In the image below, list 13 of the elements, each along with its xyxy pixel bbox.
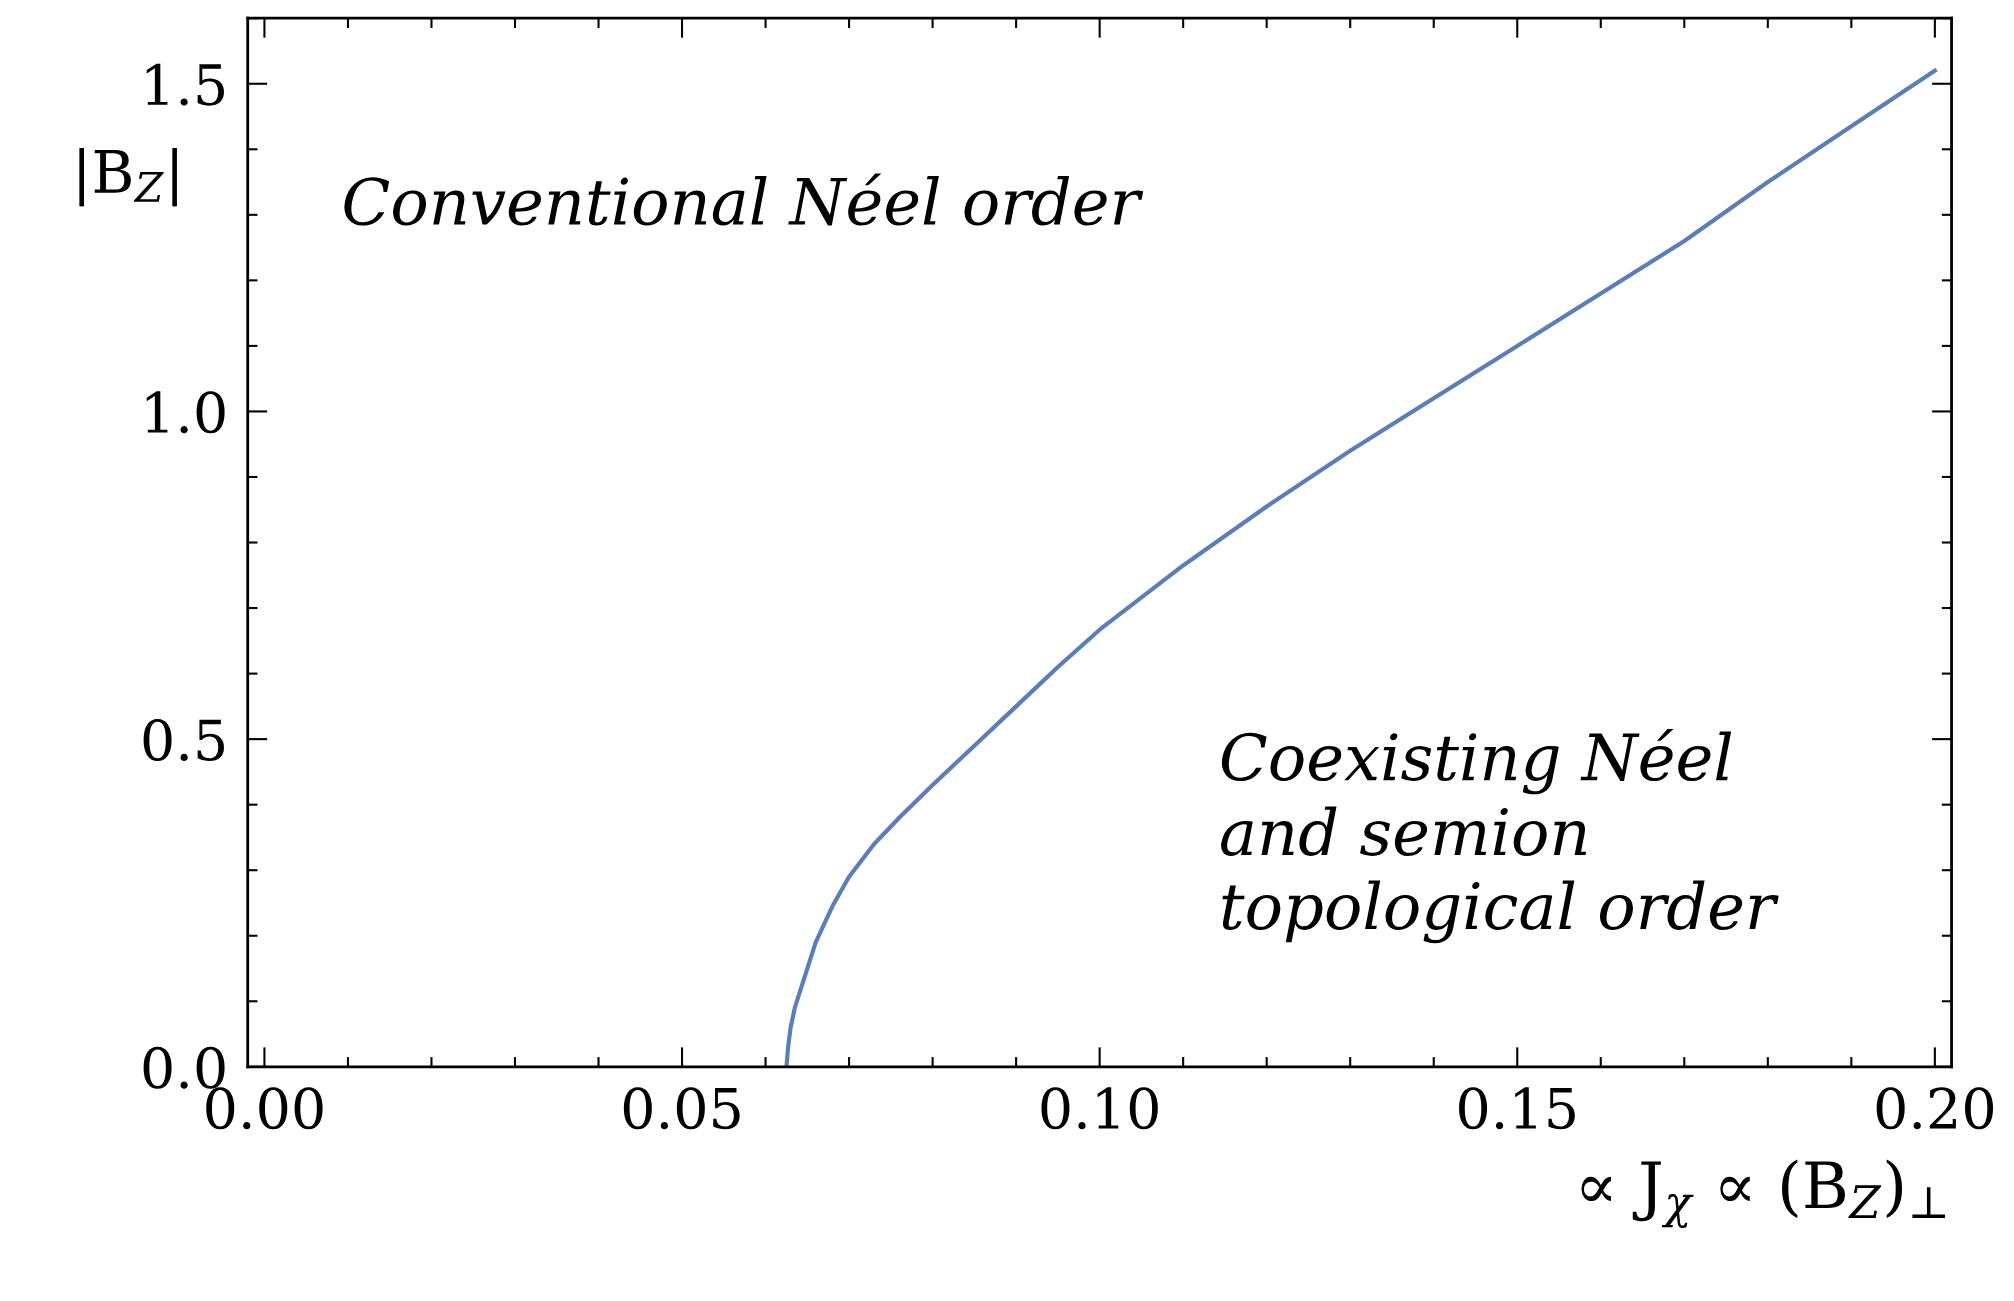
y-tick-label: 0.5 (143, 719, 224, 762)
y-tick-label: 1.0 (146, 391, 225, 434)
x-axis-title: ∝ J$_{χ}$ ∝ (B$_{Z}$)$_{⊥}$ (1581, 1159, 1945, 1228)
y-tick-label: 0.0 (143, 1046, 225, 1089)
x-tick-label: 0.10 (1041, 1087, 1158, 1130)
annotation: Coexisting Néel and semion topological order (1221, 729, 1779, 944)
y-axis-title: |B$_{Z}$| (79, 148, 177, 207)
x-tick-label: 0.20 (1876, 1087, 1994, 1130)
x-tick-label: 0.15 (1459, 1087, 1575, 1130)
annotation: Conventional Néel order (344, 173, 1144, 226)
x-tick-label: 0.05 (623, 1087, 740, 1130)
x-tick-label: 0.00 (206, 1087, 323, 1130)
y-tick-label: 1.5 (146, 63, 224, 106)
